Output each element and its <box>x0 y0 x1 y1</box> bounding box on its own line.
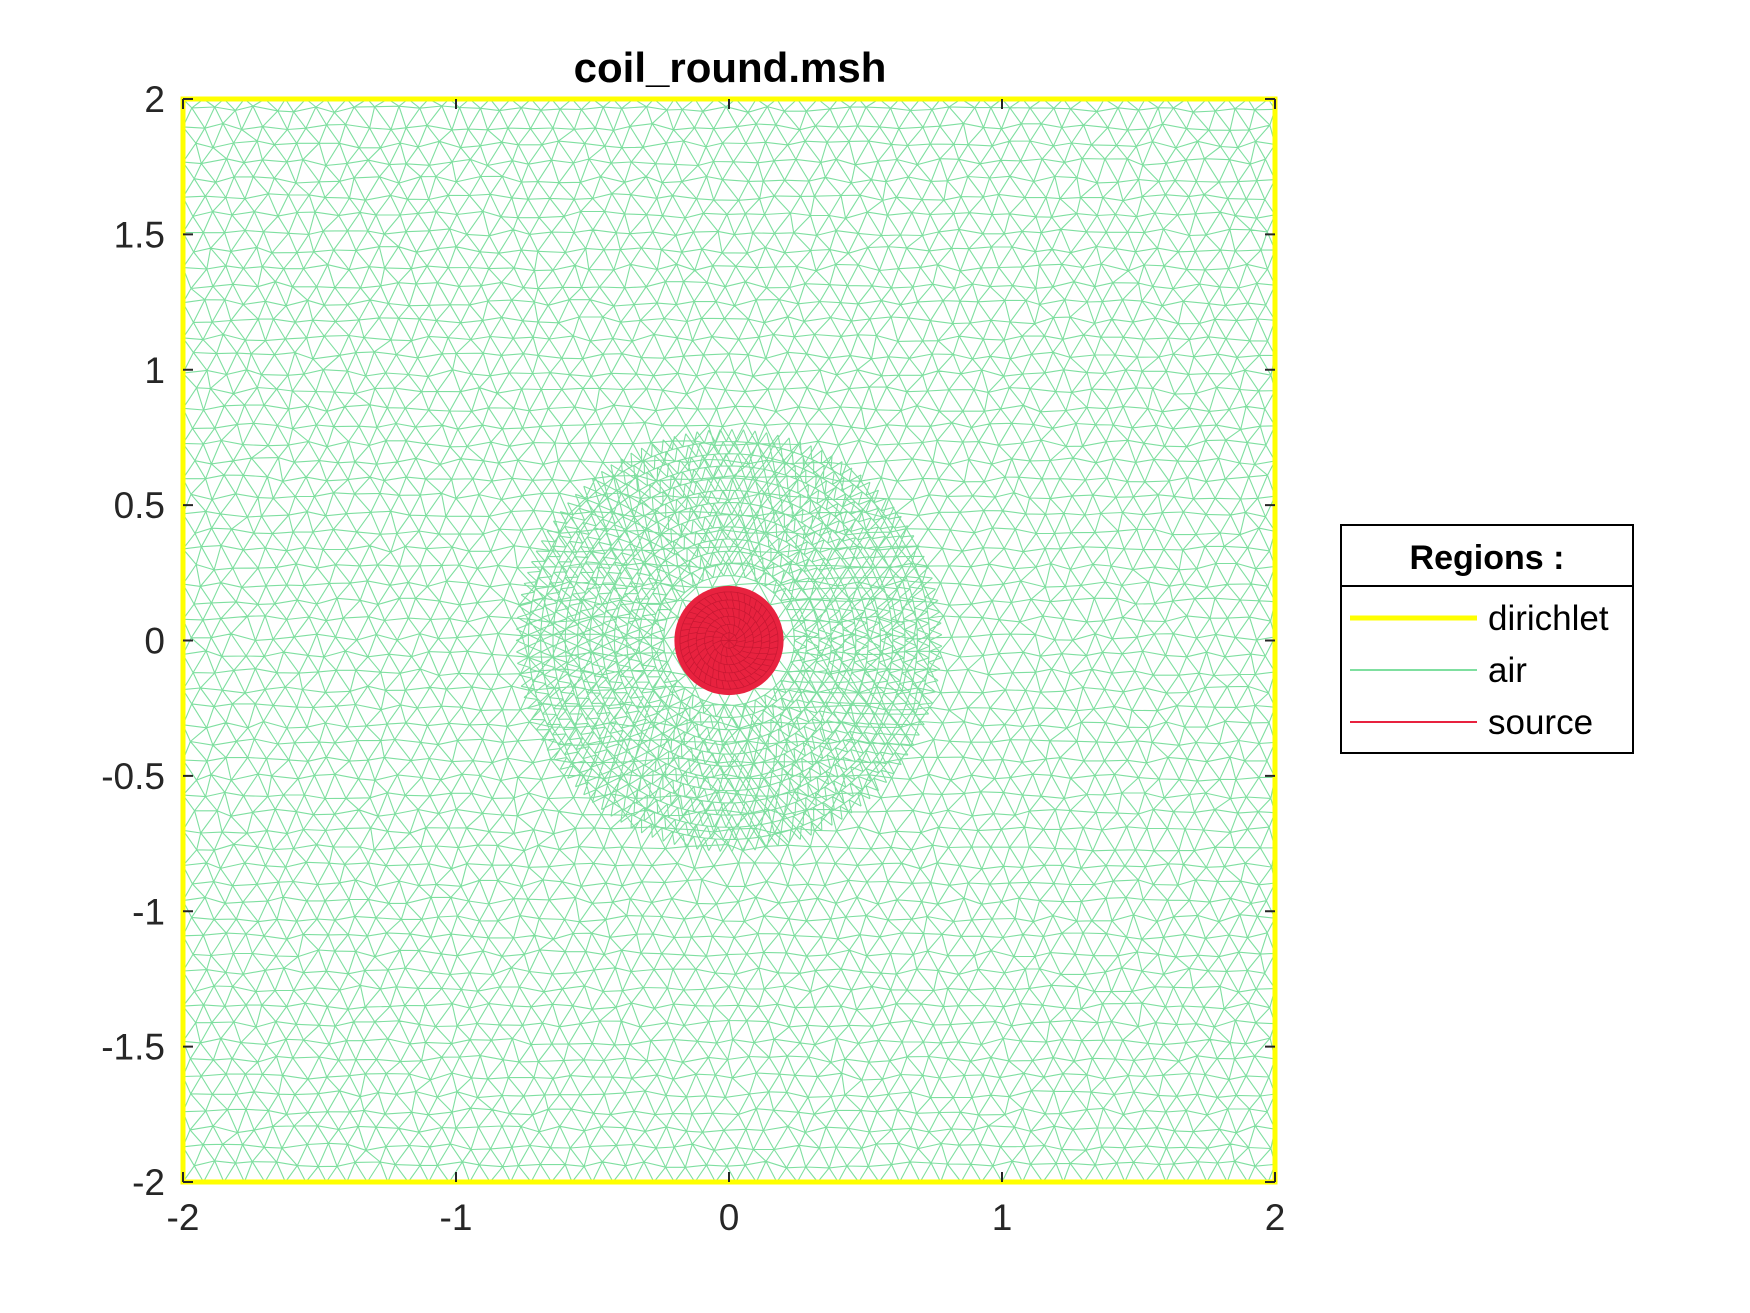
x-tick-label: 0 <box>719 1197 740 1238</box>
axes: -2 -1 0 1 2 -2 -1.5 -1 -0.5 0 0.5 1 1.5 2 <box>101 79 1285 1238</box>
y-tick-label: 0.5 <box>114 485 165 526</box>
source-mesh <box>674 585 784 696</box>
y-tick-label: 1 <box>144 350 165 391</box>
plot-area <box>180 96 1278 1185</box>
legend-box <box>1340 524 1634 754</box>
legend-label-dirichlet: dirichlet <box>1488 599 1609 638</box>
y-tick-label: 1.5 <box>114 214 165 255</box>
legend-label-source: source <box>1488 703 1593 742</box>
legend: Regions : dirichlet air source <box>1340 524 1634 754</box>
source-mesh-edges <box>679 591 779 690</box>
legend-label-air: air <box>1488 651 1527 690</box>
y-tick-label: -0.5 <box>101 756 165 797</box>
y-tick-label: 2 <box>144 79 165 120</box>
y-tick-label: -1.5 <box>101 1027 165 1068</box>
x-tick-label: 1 <box>992 1197 1013 1238</box>
y-tick-label: -1 <box>132 891 165 932</box>
y-tick-label: -2 <box>132 1162 165 1203</box>
x-tick-label: -2 <box>167 1197 200 1238</box>
chart-title: coil_round.msh <box>574 44 887 91</box>
y-tick-label: 0 <box>144 621 165 662</box>
x-tick-label: 2 <box>1265 1197 1286 1238</box>
x-tick-label: -1 <box>440 1197 473 1238</box>
legend-title: Regions : <box>1410 539 1565 577</box>
